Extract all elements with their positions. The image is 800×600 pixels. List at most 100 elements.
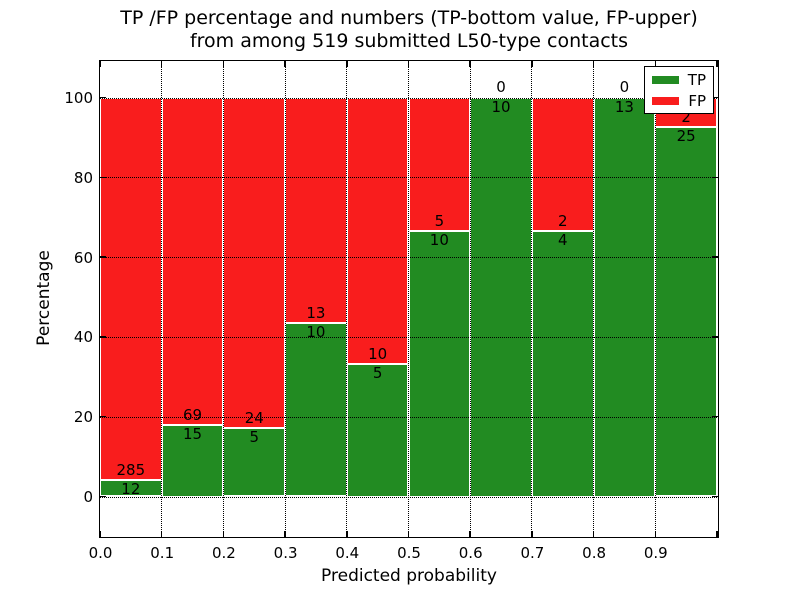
bar-count-label-fp: 0 (619, 77, 630, 96)
y-tick-label: 80 (73, 168, 93, 187)
x-tick-label: 0.6 (458, 544, 483, 562)
legend-label-fp: FP (688, 91, 706, 110)
y-tick-label: 0 (83, 488, 93, 506)
bar-segment-fp (346, 97, 409, 364)
gridline-vertical (222, 61, 224, 536)
y-tick-label: 20 (73, 408, 93, 427)
x-tick-label: 0.4 (335, 544, 360, 562)
bar-count-label-tp: 5 (249, 427, 259, 446)
bar-segment-fp (223, 97, 286, 428)
y-tick-label: 40 (73, 328, 93, 347)
bar-segment-tp (408, 230, 471, 497)
x-tick-mark (531, 531, 533, 537)
x-tick-mark (160, 531, 163, 537)
x-axis-label: Predicted probability (321, 566, 497, 586)
x-tick-label: 0.2 (211, 544, 236, 562)
x-tick-label: 0.1 (150, 544, 175, 562)
bar-segment-fp (161, 97, 224, 426)
bar-count-label-tp: 5 (372, 363, 383, 382)
bar-segment-fp (285, 97, 347, 324)
bar-count-label-fp: 285 (116, 461, 146, 480)
bar-segment-tp (346, 363, 409, 497)
gridline-vertical (593, 61, 595, 536)
x-tick-mark (469, 61, 471, 67)
gridline-vertical (531, 61, 533, 536)
y-tick-mark (100, 256, 106, 258)
y-tick-mark (100, 96, 106, 99)
gridline-vertical (284, 61, 286, 536)
gridline-vertical (408, 61, 409, 536)
x-tick-mark (592, 61, 595, 67)
fp-color-swatch (652, 96, 679, 105)
bar-segment-fp (100, 97, 162, 481)
bar-count-label-fp: 0 (496, 77, 506, 96)
chart-title-line1: TP /FP percentage and numbers (TP-bottom… (120, 7, 698, 29)
bar-segment-tp (223, 427, 286, 497)
x-tick-mark (346, 531, 348, 537)
x-tick-mark (160, 61, 163, 67)
x-tick-mark (407, 61, 410, 67)
y-tick-label: 100 (64, 89, 93, 107)
bar-count-label-tp: 4 (557, 230, 568, 249)
x-tick-label: 0.7 (520, 544, 545, 562)
x-tick-mark (654, 61, 657, 67)
x-tick-mark (407, 531, 410, 537)
x-tick-label: 0.3 (273, 544, 298, 562)
x-tick-mark (592, 531, 595, 537)
gridline-vertical (161, 61, 163, 536)
bar-count-label-tp: 25 (676, 127, 696, 146)
bar-count-label-tp: 12 (121, 480, 141, 499)
y-tick-mark (100, 415, 106, 418)
bar-segment-fp (408, 97, 471, 231)
x-tick-label: 0.8 (582, 544, 607, 562)
x-tick-mark (222, 61, 225, 67)
y-tick-mark (712, 495, 718, 498)
x-tick-mark (716, 61, 718, 67)
gridline-vertical (346, 61, 348, 536)
bar-count-label-fp: 13 (306, 304, 326, 323)
bar-segment-tp (470, 97, 532, 497)
y-tick-mark (712, 256, 718, 258)
bar-segment-tp (531, 230, 594, 497)
bar-count-label-fp: 24 (244, 408, 264, 427)
legend-row-tp: TP (652, 72, 706, 88)
bar-count-label-fp: 69 (182, 406, 203, 425)
bar-segment-tp (285, 323, 347, 497)
bar-count-label-tp: 15 (182, 425, 203, 444)
bar-count-label-tp: 10 (491, 97, 511, 116)
x-tick-label: 0.0 (88, 544, 113, 562)
x-tick-mark (654, 531, 657, 537)
y-tick-mark (100, 176, 106, 179)
y-tick-mark (100, 336, 106, 338)
x-tick-mark (99, 531, 101, 537)
tp-color-swatch (652, 75, 679, 84)
x-tick-mark (284, 531, 286, 537)
bar-segment-fp (531, 97, 594, 231)
bar-count-label-tp: 13 (614, 97, 634, 116)
x-tick-mark (222, 531, 225, 537)
bar-count-label-fp: 2 (557, 211, 568, 230)
bar-segment-tp (593, 97, 656, 497)
legend-label-tp: TP (687, 70, 706, 89)
y-tick-mark (712, 176, 718, 179)
chart-title-line2: from among 519 submitted L50-type contac… (189, 30, 629, 52)
x-tick-mark (346, 61, 348, 67)
y-tick-label: 60 (73, 248, 93, 267)
bar-count-label-fp: 2 (681, 108, 691, 127)
plot-area: TP FP 285 12 69 15 24 5 13 10 10 5 5 10 0 10 2 4 0 13 2 25 (99, 60, 719, 538)
x-tick-label: 0.9 (643, 544, 668, 562)
x-tick-mark (716, 531, 718, 537)
gridline-vertical (469, 61, 471, 536)
bar-count-label-fp: 10 (368, 344, 388, 363)
bar-count-label-tp: 10 (306, 323, 326, 342)
bar-segment-tp (161, 425, 224, 497)
gridline-vertical (654, 61, 656, 536)
x-tick-mark (469, 531, 471, 537)
y-tick-mark (712, 415, 718, 418)
bar-segment-tp (655, 127, 717, 497)
x-tick-mark (284, 61, 286, 67)
y-tick-mark (100, 495, 106, 498)
y-tick-mark (712, 96, 718, 99)
x-tick-mark (99, 61, 101, 67)
